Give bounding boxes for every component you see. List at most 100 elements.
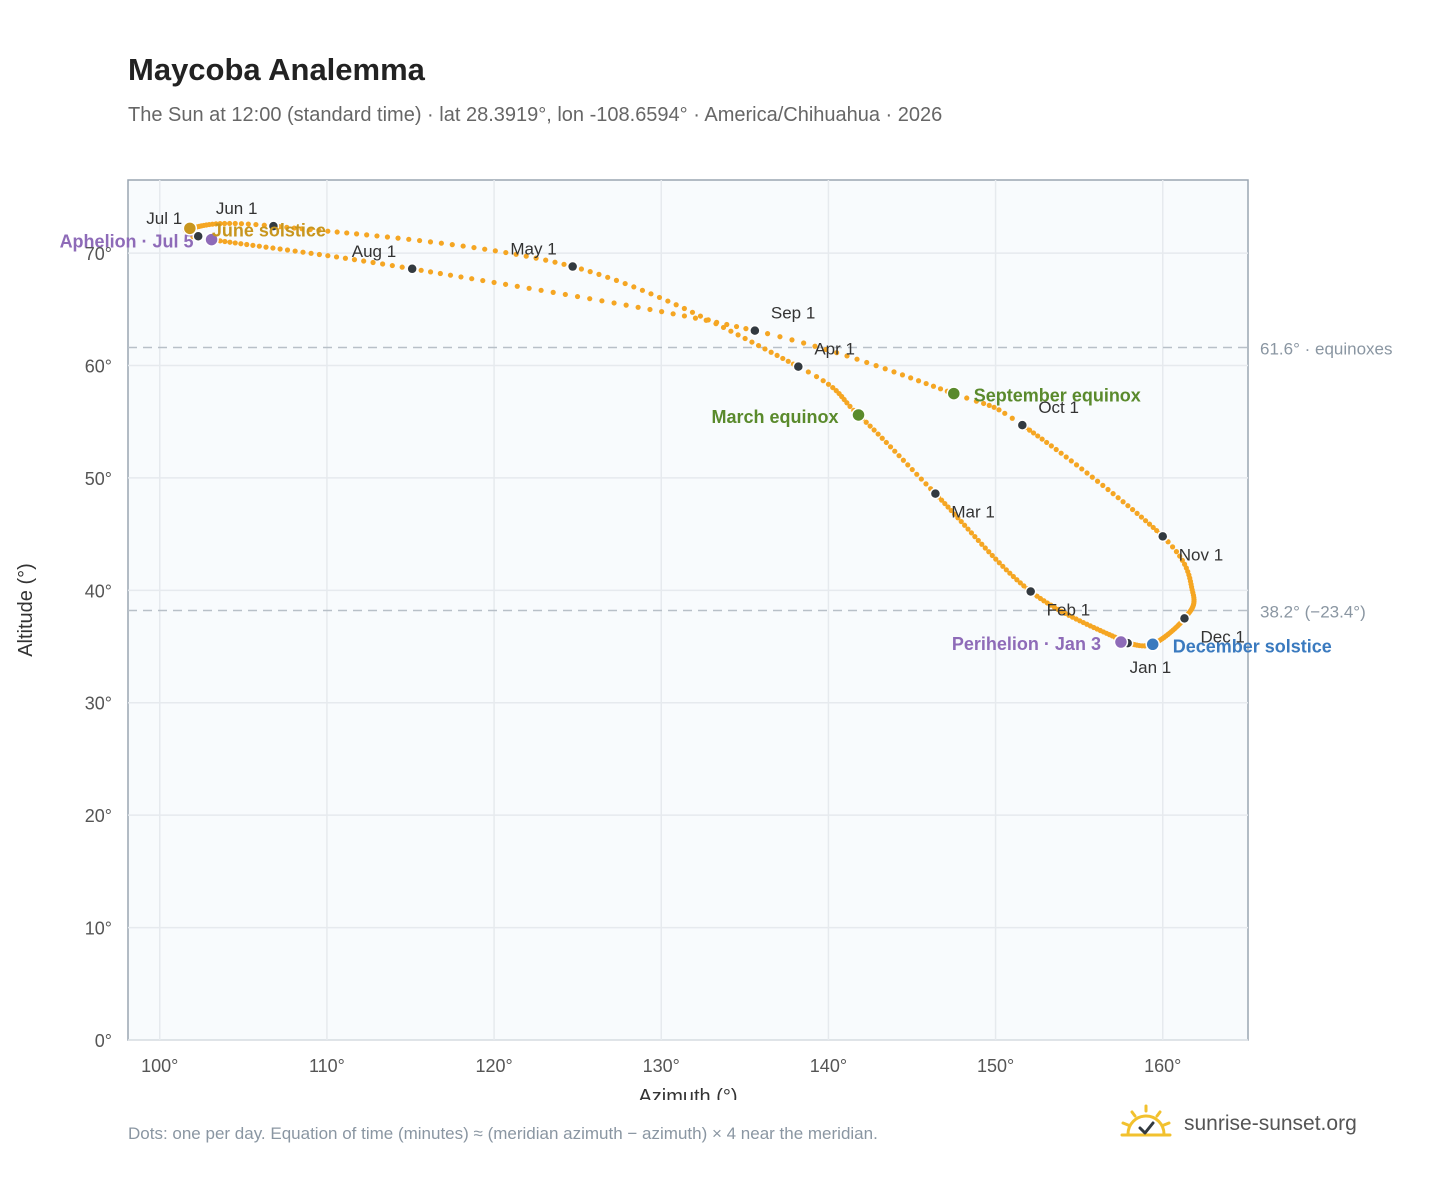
x-tick-label: 120° <box>475 1056 512 1076</box>
day-dot <box>1068 458 1074 464</box>
day-dot <box>879 435 885 441</box>
month-marker-label: Aug 1 <box>352 242 396 261</box>
y-tick-label: 70° <box>85 244 112 264</box>
month-marker-label: Dec 1 <box>1200 627 1244 646</box>
analemma-chart: 61.6° · equinoxes 38.2° (−23.4°) Jan 1 Feb… <box>15 179 1393 1100</box>
day-dot <box>284 247 291 253</box>
day-dot <box>896 453 902 459</box>
day-dot <box>1026 427 1033 433</box>
day-dot <box>777 334 783 340</box>
month-marker <box>792 360 805 373</box>
day-dot <box>307 226 313 233</box>
day-dot <box>1035 433 1041 439</box>
y-axis-label: Altitude (°) <box>15 563 37 657</box>
day-dot <box>714 319 720 325</box>
day-dot <box>342 255 349 261</box>
day-dot <box>447 272 454 278</box>
day-dot <box>1030 430 1037 436</box>
day-dot <box>905 462 911 468</box>
day-dot <box>930 383 937 389</box>
day-dot <box>1010 573 1016 580</box>
day-dot <box>864 359 870 366</box>
day-dot <box>830 384 836 391</box>
day-dot <box>325 228 331 234</box>
day-dot <box>964 395 970 401</box>
day-dot <box>291 225 297 231</box>
day-dot <box>217 238 223 244</box>
day-dot <box>755 342 762 349</box>
day-dot <box>587 296 593 302</box>
day-dot <box>973 398 980 404</box>
month-marker-label: Mar 1 <box>951 503 994 522</box>
day-dot <box>552 259 558 265</box>
day-dot <box>1058 450 1064 456</box>
y-tick-label: 40° <box>85 581 112 601</box>
day-dot <box>900 457 906 463</box>
month-marker <box>1016 419 1029 431</box>
day-dot <box>958 518 964 525</box>
day-dot <box>981 400 987 407</box>
month-marker <box>406 263 418 275</box>
reference-line-label: 38.2° (−23.4°) <box>1260 603 1366 622</box>
month-marker-label: Apr 1 <box>814 340 855 359</box>
y-tick-label: 10° <box>85 919 112 939</box>
day-dot <box>384 234 391 240</box>
day-dot <box>1177 553 1183 559</box>
brand[interactable]: sunrise-sunset.org <box>1120 1104 1357 1144</box>
month-markers: Jan 1 Feb 1 Mar 1 Apr 1 May 1 Jun 1 Jul 1 Aug 1… <box>146 199 1245 677</box>
day-dot <box>972 534 978 540</box>
day-dot <box>513 251 519 257</box>
day-dot <box>743 326 749 332</box>
day-dot <box>1110 491 1116 497</box>
day-dot <box>965 526 971 532</box>
day-dot <box>232 220 238 227</box>
day-dot <box>1150 524 1156 531</box>
day-dot <box>871 427 877 433</box>
day-dot <box>344 230 350 236</box>
month-marker-label: Jul 1 <box>146 209 182 228</box>
day-dot <box>854 356 860 362</box>
day-dot <box>316 251 322 258</box>
day-dot <box>724 321 730 328</box>
day-dot <box>1129 506 1136 513</box>
month-marker <box>267 220 280 232</box>
day-dot <box>801 340 807 346</box>
day-dot <box>492 248 498 254</box>
day-dot <box>389 262 395 269</box>
day-dot <box>899 372 906 378</box>
day-dot <box>1009 415 1015 421</box>
day-dot <box>253 221 259 228</box>
day-dot <box>380 261 386 267</box>
event-marker <box>946 386 962 401</box>
day-dot <box>742 335 748 342</box>
event-marker <box>204 232 219 247</box>
day-dot <box>418 267 424 273</box>
day-dot <box>762 346 768 352</box>
day-dot <box>923 481 929 487</box>
day-dot <box>232 240 238 246</box>
month-marker <box>1156 530 1169 543</box>
day-dot <box>244 241 250 248</box>
month-marker <box>192 230 204 242</box>
day-dot <box>820 378 826 384</box>
day-dot <box>596 271 602 277</box>
day-dot <box>764 331 771 337</box>
event-label: Aphelion · Jul 5 <box>60 232 194 252</box>
day-dot <box>1079 466 1085 472</box>
day-dot <box>892 448 898 454</box>
day-dot <box>562 291 568 298</box>
day-dot <box>427 269 434 275</box>
day-dot <box>353 231 360 237</box>
day-dot <box>863 419 869 425</box>
day-dot <box>975 537 981 544</box>
day-dot <box>780 355 786 362</box>
day-dot <box>914 471 920 477</box>
day-dot <box>681 305 687 312</box>
day-dot <box>406 236 412 242</box>
event-marker <box>851 407 866 423</box>
day-dot <box>1125 503 1131 509</box>
day-dot <box>623 302 629 308</box>
day-dot <box>449 242 455 248</box>
day-dot <box>915 378 922 384</box>
day-dot <box>221 220 228 227</box>
